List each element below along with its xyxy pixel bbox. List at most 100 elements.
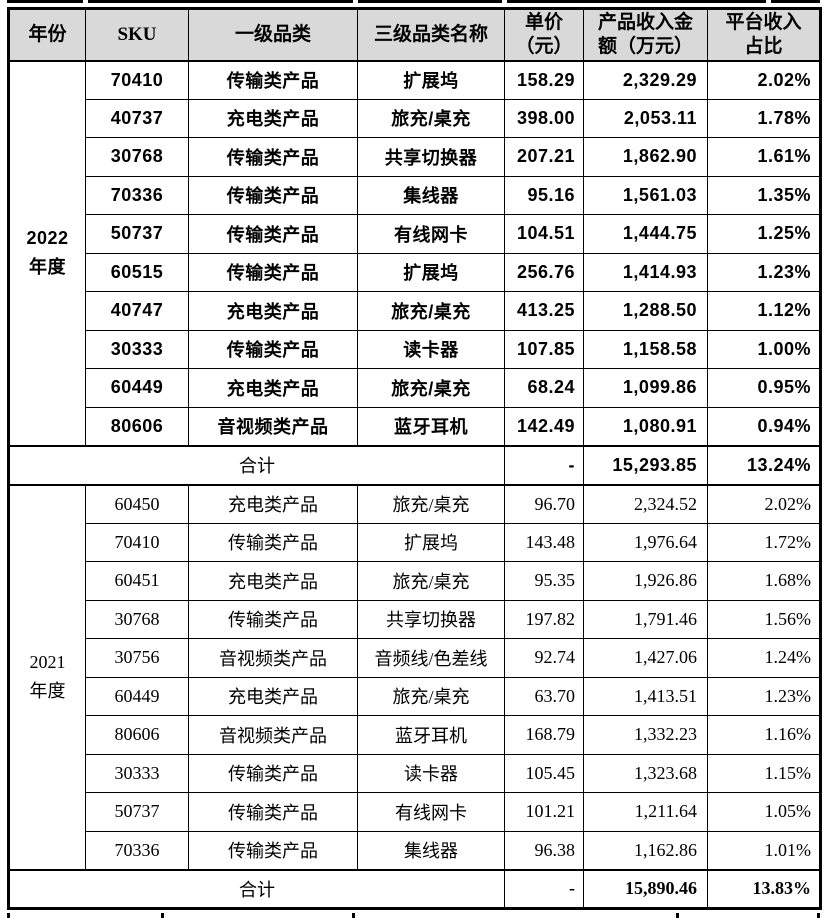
category1-cell: 传输类产品 [188, 522, 358, 562]
total-label-cell: 合计 [8, 868, 505, 910]
cropped-row-remnant-bottom [352, 913, 355, 918]
header-unit-price: 单价 （元） [504, 8, 584, 62]
total-row-2021: 合计 - 15,890.46 13.83% [8, 868, 821, 910]
category3-cell: 集线器 [357, 175, 505, 215]
share-cell: 0.94% [707, 406, 821, 446]
table-row: 80606 音视频类产品 蓝牙耳机 142.49 1,080.91 0.94% [9, 406, 821, 446]
table-row: 70336 传输类产品 集线器 96.38 1,162.86 1.01% [9, 830, 821, 870]
revenue-cell: 2,053.11 [583, 98, 708, 138]
category1-cell: 传输类产品 [188, 792, 358, 832]
share-cell: 1.05% [707, 792, 821, 832]
category1-cell: 传输类产品 [188, 214, 358, 254]
category1-cell: 音视频类产品 [188, 638, 358, 678]
share-cell: 1.23% [707, 676, 821, 716]
unit-price-cell: 104.51 [504, 214, 584, 254]
header-share: 平台收入 占比 [707, 8, 821, 62]
table-row: 30756 音视频类产品 音频线/色差线 92.74 1,427.06 1.24… [9, 638, 821, 678]
unit-price-cell: 143.48 [504, 522, 584, 562]
unit-price-cell: 95.16 [504, 175, 584, 215]
sku-cell: 70410 [85, 60, 189, 100]
year-cell-2022: 2022 年度 [8, 60, 86, 446]
table-row: 30768 传输类产品 共享切换器 207.21 1,862.90 1.61% [9, 137, 821, 177]
table-row: 2021 年度 60450 充电类产品 旅充/桌充 96.70 2,324.52… [8, 484, 821, 870]
category1-cell: 传输类产品 [188, 252, 358, 292]
cropped-row-remnant-top [7, 0, 83, 3]
category3-cell: 旅充/桌充 [357, 676, 505, 716]
revenue-cell: 1,862.90 [583, 137, 708, 177]
total-label-cell: 合计 [8, 444, 505, 486]
total-revenue-cell: 15,890.46 [583, 868, 708, 910]
cropped-row-remnant-top [88, 0, 353, 3]
header-revenue: 产品收入金 额（万元） [583, 8, 708, 62]
unit-price-cell: 142.49 [504, 406, 584, 446]
table-row: 60515 传输类产品 扩展坞 256.76 1,414.93 1.23% [9, 252, 821, 292]
category3-cell: 旅充/桌充 [357, 561, 505, 601]
revenue-cell: 1,288.50 [583, 291, 708, 331]
table-row: 40747 充电类产品 旅充/桌充 413.25 1,288.50 1.12% [9, 291, 821, 331]
revenue-cell: 1,444.75 [583, 214, 708, 254]
share-cell: 1.12% [707, 291, 821, 331]
header-category3: 三级品类名称 [357, 8, 505, 62]
category1-cell: 传输类产品 [188, 753, 358, 793]
cropped-row-remnant-bottom [676, 913, 679, 918]
sku-cell: 60451 [85, 561, 189, 601]
category3-cell: 扩展坞 [357, 522, 505, 562]
share-cell: 1.78% [707, 98, 821, 138]
revenue-cell: 1,414.93 [583, 252, 708, 292]
unit-price-cell: 105.45 [504, 753, 584, 793]
revenue-cell: 1,323.68 [583, 753, 708, 793]
share-cell: 1.72% [707, 522, 821, 562]
unit-price-cell: 168.79 [504, 715, 584, 755]
category3-cell: 共享切换器 [357, 137, 505, 177]
total-share-cell: 13.83% [707, 868, 821, 910]
sku-cell: 30768 [85, 599, 189, 639]
category1-cell: 传输类产品 [188, 137, 358, 177]
total-row-2022: 合计 - 15,293.85 13.24% [8, 444, 821, 486]
sku-cell: 60450 [85, 484, 189, 524]
revenue-cell: 1,427.06 [583, 638, 708, 678]
table-row: 60449 充电类产品 旅充/桌充 63.70 1,413.51 1.23% [9, 676, 821, 716]
header-row: 年份 SKU 一级品类 三级品类名称 单价 （元） 产品收入金 额（万元） 平台… [8, 8, 821, 62]
category3-cell: 旅充/桌充 [357, 291, 505, 331]
unit-price-cell: 158.29 [504, 60, 584, 100]
sku-cell: 60515 [85, 252, 189, 292]
table-row: 50737 传输类产品 有线网卡 101.21 1,211.64 1.05% [9, 792, 821, 832]
share-cell: 1.01% [707, 830, 821, 870]
table-row: 80606 音视频类产品 蓝牙耳机 168.79 1,332.23 1.16% [9, 715, 821, 755]
header-category1: 一级品类 [188, 8, 358, 62]
cropped-row-remnant-bottom [161, 913, 164, 918]
category1-cell: 充电类产品 [188, 291, 358, 331]
category3-cell: 蓝牙耳机 [357, 406, 505, 446]
table-row: 70410 传输类产品 扩展坞 143.48 1,976.64 1.72% [9, 522, 821, 562]
table-header: 年份 SKU 一级品类 三级品类名称 单价 （元） 产品收入金 额（万元） 平台… [8, 8, 821, 62]
category3-cell: 旅充/桌充 [357, 368, 505, 408]
category1-cell: 传输类产品 [188, 329, 358, 369]
cropped-row-remnant-top [507, 0, 766, 3]
category1-cell: 传输类产品 [188, 175, 358, 215]
category3-cell: 旅充/桌充 [357, 98, 505, 138]
sku-cell: 40737 [85, 98, 189, 138]
category1-cell: 充电类产品 [188, 98, 358, 138]
share-cell: 1.23% [707, 252, 821, 292]
total-share-cell: 13.24% [707, 444, 821, 486]
revenue-cell: 1,211.64 [583, 792, 708, 832]
unit-price-cell: 96.38 [504, 830, 584, 870]
table-row: 2022 年度 70410 传输类产品 扩展坞 158.29 2,329.29 … [8, 60, 821, 446]
total-unit-price-cell: - [504, 868, 584, 910]
header-sku: SKU [85, 8, 189, 62]
sku-cell: 70336 [85, 175, 189, 215]
category1-cell: 传输类产品 [188, 830, 358, 870]
share-cell: 1.00% [707, 329, 821, 369]
category1-cell: 充电类产品 [188, 561, 358, 601]
table-row: 30333 传输类产品 读卡器 107.85 1,158.58 1.00% [9, 329, 821, 369]
unit-price-cell: 96.70 [504, 484, 584, 524]
table-row: 60451 充电类产品 旅充/桌充 95.35 1,926.86 1.68% [9, 561, 821, 601]
table-row: 70336 传输类产品 集线器 95.16 1,561.03 1.35% [9, 175, 821, 215]
revenue-cell: 1,413.51 [583, 676, 708, 716]
sku-cell: 30768 [85, 137, 189, 177]
revenue-cell: 1,976.64 [583, 522, 708, 562]
share-cell: 1.61% [707, 137, 821, 177]
revenue-cell: 1,561.03 [583, 175, 708, 215]
table-row: 60449 充电类产品 旅充/桌充 68.24 1,099.86 0.95% [9, 368, 821, 408]
share-cell: 0.95% [707, 368, 821, 408]
